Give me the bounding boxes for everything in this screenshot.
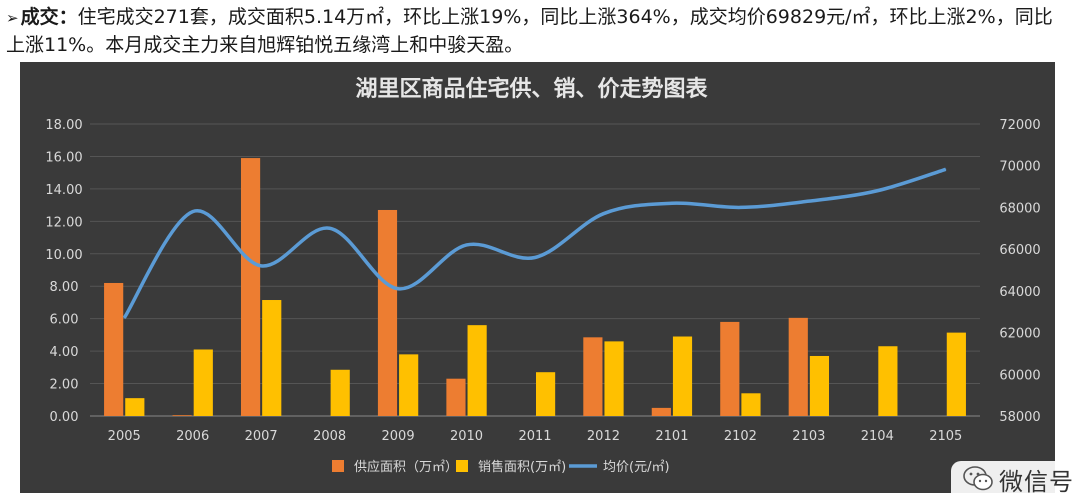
sales-bar: [193, 349, 213, 416]
y-right-tick-label: 68000: [999, 201, 1040, 216]
price-point: [876, 190, 878, 192]
sales-bar: [878, 346, 898, 416]
x-tick-label: 2011: [518, 429, 551, 444]
price-line: [122, 167, 947, 319]
x-tick-label: 2010: [450, 429, 483, 444]
supply-bar: [104, 282, 124, 416]
sales-bar: [536, 372, 556, 416]
y-left-tick-label: 18.00: [45, 118, 82, 133]
chart-panel: 湖里区商品住宅供、销、价走势图表 0.00 2.00 4.00 6.00 8.00 10.0…: [20, 62, 1055, 493]
legend-swatch: [332, 460, 344, 472]
y-right-tick-label: 62000: [999, 327, 1040, 342]
legend-label: 均价(元/㎡): [603, 460, 670, 475]
supply-bar: [446, 378, 466, 416]
intro-paragraph: ➢ 成交：住宅成交271套，成交面积5.14万㎡，环比上涨19%，同比上涨364%…: [6, 4, 1070, 59]
sales-bar: [399, 354, 419, 416]
supply-bar: [651, 407, 671, 416]
x-tick-label: 2005: [108, 429, 141, 444]
y-left-tick-label: 0.00: [50, 410, 79, 425]
legend-label: 供应面积（万㎡）: [354, 459, 458, 475]
supply-bar: [240, 158, 261, 417]
x-tick-label: 2008: [313, 429, 346, 444]
x-tick-label: 2101: [655, 429, 688, 444]
chart-background: [20, 62, 1055, 493]
sales-bar: [330, 369, 350, 416]
x-tick-label: 2105: [929, 429, 962, 444]
sales-bar: [262, 300, 282, 416]
chart-title: 湖里区商品住宅供、销、价走势图表: [355, 76, 708, 102]
bullet-arrow-icon: ➢: [6, 9, 19, 27]
supply-sales-price-chart: 湖里区商品住宅供、销、价走势图表 0.00 2.00 4.00 6.00 8.00 10.0…: [20, 62, 1055, 493]
price-point: [671, 202, 673, 204]
supply-bar: [377, 209, 398, 416]
y-left-tick-label: 6.00: [50, 313, 79, 328]
y-left-tick-label: 8.00: [50, 280, 79, 295]
y-right-tick-label: 72000: [999, 118, 1040, 133]
sales-bar: [946, 332, 966, 416]
price-point: [329, 227, 331, 229]
supply-bar: [583, 337, 603, 416]
price-point: [397, 288, 399, 290]
sales-bar: [672, 336, 693, 416]
y-right-tick-label: 58000: [999, 410, 1040, 425]
supply-bar: [720, 321, 740, 416]
y-right-tick-label: 66000: [999, 243, 1040, 258]
x-tick-label: 2104: [861, 429, 894, 444]
y-left-tick-label: 14.00: [45, 183, 82, 198]
sales-bar: [125, 398, 145, 416]
y-right-tick-label: 70000: [999, 160, 1040, 175]
price-point: [192, 211, 194, 213]
legend-label: 销售面积(万㎡): [478, 459, 566, 475]
price-point: [260, 265, 262, 267]
x-tick-label: 2103: [792, 429, 825, 444]
price-point: [466, 244, 468, 246]
supply-bar: [172, 415, 192, 416]
wechat-icon: [963, 466, 993, 491]
y-left-tick-label: 4.00: [50, 345, 79, 360]
y-right-tick-label: 60000: [999, 368, 1040, 383]
x-tick-label: 2012: [587, 429, 620, 444]
y-left-tick-label: 2.00: [50, 378, 79, 393]
intro-lead: 成交：: [20, 6, 78, 28]
sales-bar: [467, 325, 487, 416]
sales-bar: [809, 355, 830, 416]
supply-bar: [788, 317, 808, 416]
watermark: 微信号: [951, 461, 1080, 493]
x-tick-label: 2007: [245, 429, 278, 444]
legend-swatch: [456, 460, 468, 472]
price-point: [739, 206, 741, 208]
sales-bar: [741, 393, 761, 416]
x-tick-label: 2006: [176, 429, 209, 444]
intro-body: 住宅成交271套，成交面积5.14万㎡，环比上涨19%，同比上涨364%，成交均…: [6, 6, 1053, 56]
price-point: [534, 256, 536, 258]
y-left-tick-label: 10.00: [45, 248, 82, 263]
price-point: [123, 317, 125, 319]
y-left-tick-label: 12.00: [45, 215, 82, 230]
price-point: [602, 213, 604, 215]
x-tick-label: 2102: [724, 429, 757, 444]
x-tick-label: 2009: [382, 429, 415, 444]
price-point: [808, 200, 810, 202]
sales-bar: [604, 341, 624, 416]
watermark-text: 微信号: [999, 467, 1074, 493]
y-right-tick-label: 64000: [999, 285, 1040, 300]
y-left-tick-label: 16.00: [45, 150, 82, 165]
price-point: [945, 168, 947, 170]
